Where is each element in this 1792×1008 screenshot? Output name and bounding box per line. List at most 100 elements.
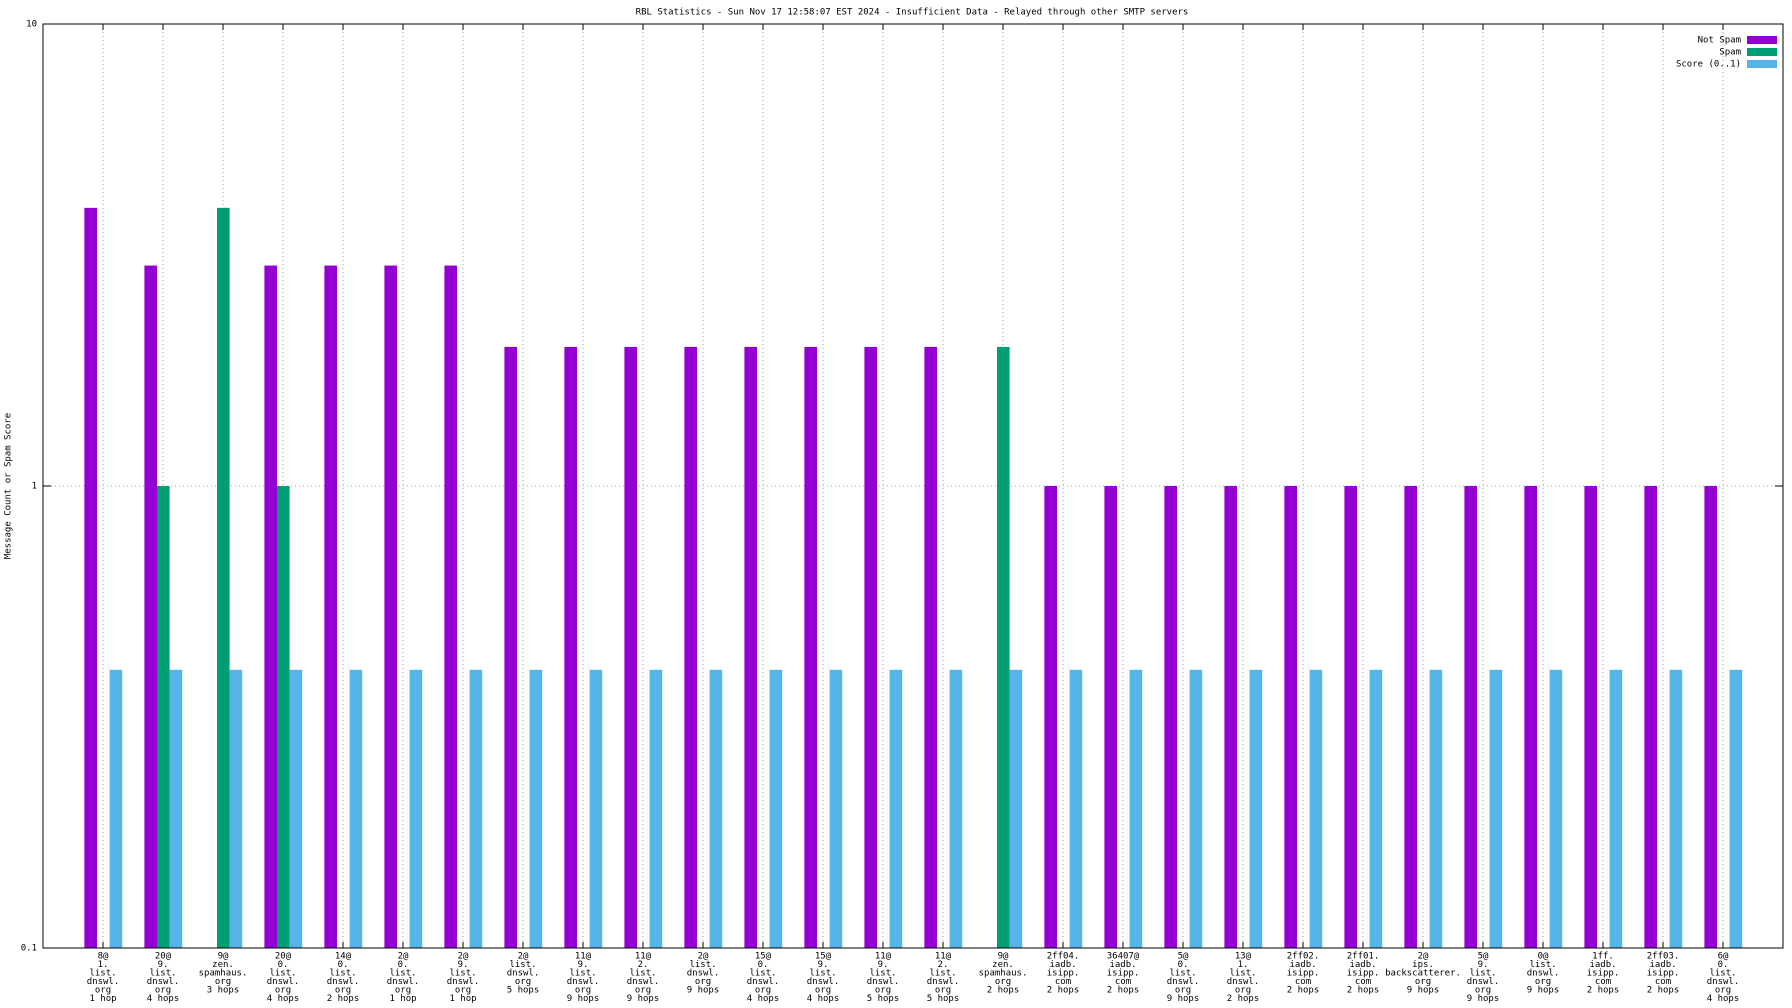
y-tick-label: 0.1 [21,944,37,954]
x-tick-label: org [95,986,111,996]
x-tick-label: 0. [398,960,409,970]
x-tick-label: 2. [638,960,649,970]
y-axis-label: Message Count or Spam Score [4,413,14,559]
bar [277,486,290,948]
bar [444,265,457,949]
x-tick-label: list. [1469,969,1496,979]
x-tick-label: dnswl. [1467,977,1500,987]
legend-label: Spam [1719,48,1741,58]
x-tick-label: com [1115,977,1131,987]
x-tick-label: org [1535,977,1551,987]
x-tick-label: dnswl. [507,969,540,979]
bar [769,669,783,948]
x-tick-label: 0. [338,960,349,970]
bar [804,346,817,948]
x-tick-label: list. [1709,969,1736,979]
x-tick-label: list. [89,969,116,979]
bar [324,265,337,949]
x-tick-label: 11@ [575,952,592,962]
x-tick-label: org [395,986,411,996]
x-tick-label: 20@ [275,952,292,962]
x-tick-label: 4 hops [1707,994,1740,1004]
x-tick-label: 14@ [335,952,352,962]
x-tick-label: 36407@ [1107,952,1140,962]
bar [1549,669,1563,948]
x-tick-label: spamhaus. [199,969,248,979]
bar [564,346,577,948]
bar [589,669,603,948]
bar [1104,486,1117,948]
x-tick-label: 2 hops [1227,994,1260,1004]
x-tick-label: 2ff03. [1647,952,1680,962]
x-tick-label: 1 hop [389,994,416,1004]
x-tick-label: com [1295,977,1311,987]
bar [997,346,1010,948]
x-tick-label: 2 hops [327,994,360,1004]
x-tick-label: org [935,986,951,996]
legend-swatch [1747,36,1777,44]
bar [504,346,517,948]
bar [1704,486,1717,948]
x-tick-label: iadb. [1049,960,1076,970]
x-tick-label: 4 hops [747,994,780,1004]
x-tick-label: 15@ [815,952,832,962]
bar [1644,486,1657,948]
x-tick-label: 6@ [1718,952,1729,962]
x-tick-label: list. [149,969,176,979]
x-tick-label: 1. [1238,960,1249,970]
x-tick-label: list. [809,969,836,979]
x-tick-label: iadb. [1349,960,1376,970]
x-tick-label: isipp. [1587,969,1620,979]
x-tick-label: list. [1229,969,1256,979]
x-tick-label: 9 hops [687,986,720,996]
bar [1224,486,1237,948]
bar [169,669,183,948]
bar [889,669,903,948]
x-tick-label: isipp. [1107,969,1140,979]
bar [217,207,230,949]
x-tick-label: 9 hops [567,994,600,1004]
x-tick-label: list. [869,969,896,979]
x-tick-label: ips. [1412,960,1434,970]
x-tick-label: dnswl. [927,977,960,987]
x-tick-label: org [1475,986,1491,996]
bar [1129,669,1143,948]
bar [349,669,363,948]
x-tick-label: isipp. [1047,969,1080,979]
x-tick-label: 8@ [98,952,109,962]
x-tick-label: 0@ [1538,952,1549,962]
x-tick-label: org [875,986,891,996]
x-tick-label: list. [449,969,476,979]
x-tick-label: org [755,986,771,996]
x-tick-label: list. [509,960,536,970]
x-tick-label: 5 hops [867,994,900,1004]
x-tick-label: zen. [992,960,1014,970]
x-tick-label: dnswl. [807,977,840,987]
x-tick-label: dnswl. [147,977,180,987]
bar [684,346,697,948]
x-tick-label: list. [929,969,956,979]
x-tick-label: org [1235,986,1251,996]
bar [1069,669,1083,948]
x-tick-label: isipp. [1647,969,1680,979]
x-tick-label: org [215,977,231,987]
x-tick-label: 9 hops [627,994,660,1004]
bar [264,265,277,949]
x-tick-label: dnswl. [567,977,600,987]
bar [1404,486,1417,948]
bar [1344,486,1357,948]
x-tick-label: org [815,986,831,996]
x-tick-label: org [695,977,711,987]
x-tick-label: dnswl. [627,977,660,987]
x-tick-label: dnswl. [747,977,780,987]
x-tick-label: 2 hops [1287,986,1320,996]
x-tick-label: com [1595,977,1611,987]
x-tick-label: 2@ [398,952,409,962]
x-tick-label: 2 hops [1587,986,1620,996]
x-tick-label: iadb. [1289,960,1316,970]
bar [624,346,637,948]
x-tick-label: 4 hops [807,994,840,1004]
x-tick-label: 0. [1178,960,1189,970]
bar [1044,486,1057,948]
x-tick-label: dnswl. [447,977,480,987]
